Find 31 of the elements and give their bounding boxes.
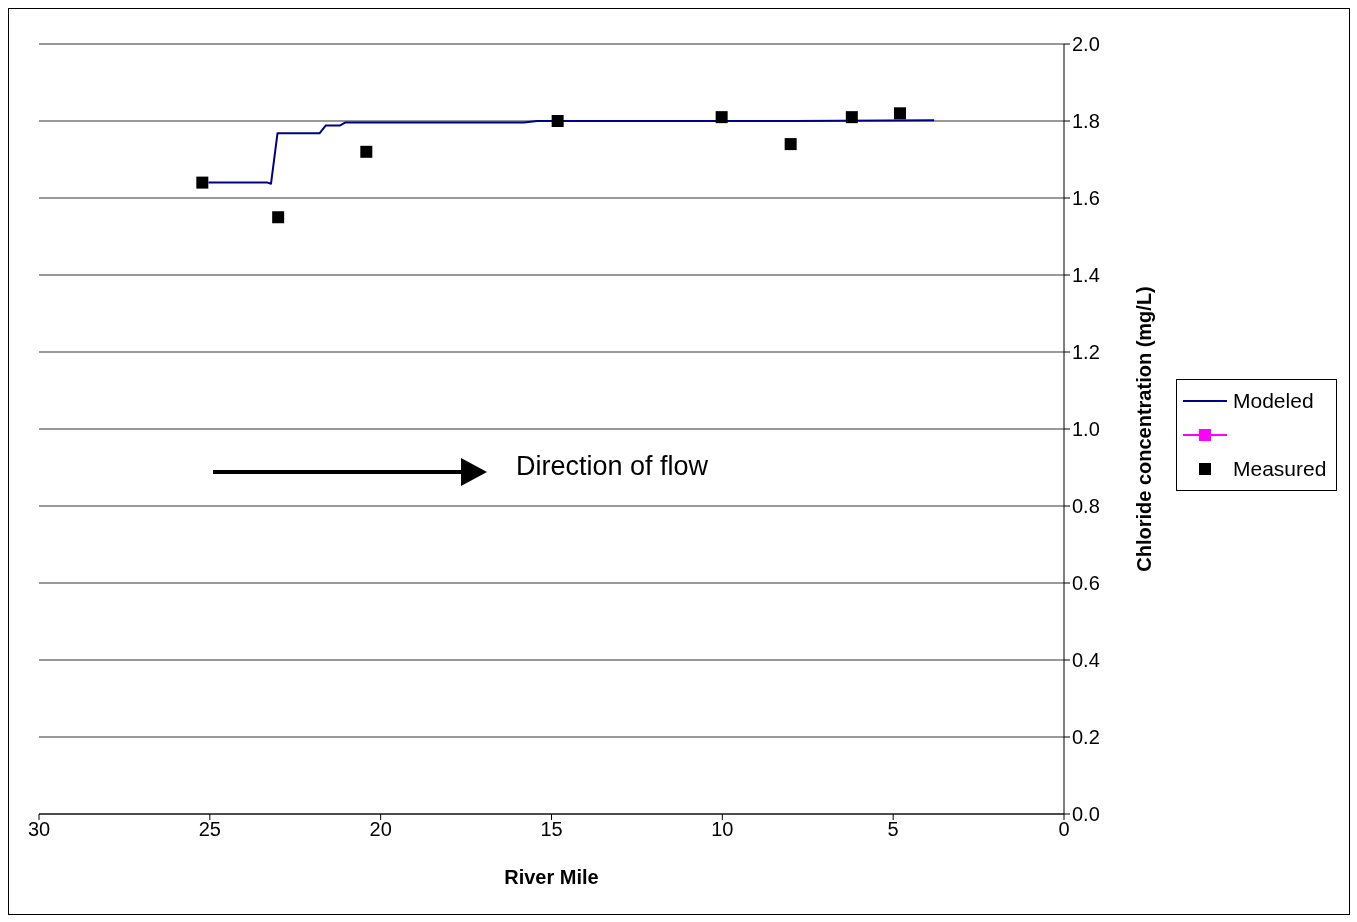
point [551,115,564,127]
x-tick-label: 10 [711,818,734,841]
y-axis-title: Chloride concentration (mg/L) [1133,286,1156,572]
x-tick-label: 0 [1058,818,1070,841]
x-tick-label: 5 [887,818,899,841]
legend-label: Measured [1233,457,1327,481]
y-tick-label: 1.6 [1072,187,1100,210]
x-axis-title: River Mile [504,866,599,888]
point [894,107,906,120]
x-tick-label: 25 [198,818,221,841]
point [715,111,728,124]
y-tick-label: 1.4 [1072,264,1100,287]
y-tick-label: 1.0 [1072,418,1100,441]
y-tick-label: 2.0 [1072,33,1100,56]
y-tick-label: 0.0 [1072,803,1100,826]
point [272,211,285,224]
y-tick-label: 0.6 [1072,572,1100,595]
x-tick-label: 20 [369,818,392,841]
legend-label: Modeled [1233,389,1314,413]
x-tick-label: 30 [27,818,51,841]
y-tick-label: 1.8 [1072,110,1100,133]
x-tick-label: 15 [540,818,563,841]
point [845,111,858,124]
y-tick-label: 0.8 [1072,495,1100,518]
y-tick-label: 0.2 [1072,726,1100,749]
annotation: Direction of flow [516,451,709,482]
point [360,145,373,158]
y-tick-label: 1.2 [1072,341,1100,364]
y-tick-label: 0.4 [1072,649,1100,672]
point [784,138,797,151]
point [196,176,209,189]
